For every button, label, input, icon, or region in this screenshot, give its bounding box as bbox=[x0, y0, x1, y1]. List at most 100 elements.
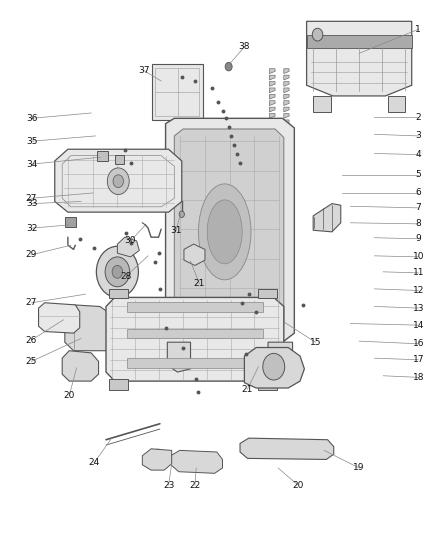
Text: 19: 19 bbox=[353, 464, 365, 472]
Polygon shape bbox=[174, 129, 284, 333]
Text: 24: 24 bbox=[88, 458, 100, 467]
Bar bbox=[127, 329, 263, 338]
Polygon shape bbox=[269, 107, 275, 112]
Circle shape bbox=[263, 353, 285, 380]
Polygon shape bbox=[313, 204, 341, 232]
Bar bbox=[313, 96, 331, 112]
Text: 14: 14 bbox=[413, 321, 424, 329]
Bar bbox=[388, 96, 405, 112]
Text: 33: 33 bbox=[26, 199, 37, 208]
Polygon shape bbox=[269, 120, 275, 125]
Bar bbox=[258, 379, 277, 390]
Circle shape bbox=[179, 211, 184, 217]
Text: 11: 11 bbox=[413, 269, 424, 277]
Text: 34: 34 bbox=[26, 160, 37, 168]
Circle shape bbox=[225, 62, 232, 71]
Bar bbox=[152, 64, 203, 120]
Polygon shape bbox=[106, 297, 284, 381]
Polygon shape bbox=[167, 342, 191, 372]
Bar bbox=[307, 35, 412, 48]
Text: 3: 3 bbox=[415, 132, 421, 140]
Text: 22: 22 bbox=[189, 481, 201, 489]
Text: 1: 1 bbox=[415, 25, 421, 34]
Polygon shape bbox=[269, 69, 275, 74]
Text: 2: 2 bbox=[416, 113, 421, 122]
Polygon shape bbox=[171, 450, 223, 473]
Text: 26: 26 bbox=[26, 336, 37, 344]
Text: 27: 27 bbox=[26, 194, 37, 203]
Text: 7: 7 bbox=[415, 204, 421, 212]
Text: 23: 23 bbox=[163, 481, 174, 489]
Polygon shape bbox=[284, 94, 289, 99]
Text: 9: 9 bbox=[415, 235, 421, 243]
Text: 13: 13 bbox=[413, 304, 424, 312]
Polygon shape bbox=[184, 244, 205, 265]
Polygon shape bbox=[284, 139, 289, 144]
Text: 21: 21 bbox=[242, 385, 253, 393]
Polygon shape bbox=[244, 348, 304, 388]
Text: 15: 15 bbox=[310, 338, 321, 346]
Text: 32: 32 bbox=[26, 224, 37, 232]
Text: 12: 12 bbox=[413, 286, 424, 295]
Text: 20: 20 bbox=[292, 481, 304, 489]
Polygon shape bbox=[284, 88, 289, 93]
Polygon shape bbox=[65, 305, 117, 351]
Text: 6: 6 bbox=[415, 189, 421, 197]
Bar bbox=[258, 289, 277, 298]
Text: 30: 30 bbox=[125, 237, 136, 245]
Polygon shape bbox=[62, 351, 99, 381]
Text: 27: 27 bbox=[26, 298, 37, 307]
Text: 17: 17 bbox=[413, 356, 424, 364]
Circle shape bbox=[105, 257, 130, 287]
Text: 5: 5 bbox=[415, 171, 421, 179]
Text: 20: 20 bbox=[64, 391, 75, 400]
Bar bbox=[127, 302, 263, 312]
Polygon shape bbox=[269, 133, 275, 138]
Polygon shape bbox=[269, 94, 275, 99]
Bar bbox=[109, 379, 128, 390]
Polygon shape bbox=[284, 107, 289, 112]
Text: 4: 4 bbox=[416, 150, 421, 159]
Text: 37: 37 bbox=[138, 66, 149, 75]
Polygon shape bbox=[39, 303, 80, 333]
Text: 25: 25 bbox=[26, 357, 37, 366]
Polygon shape bbox=[117, 237, 139, 257]
Circle shape bbox=[113, 175, 124, 188]
Circle shape bbox=[312, 28, 323, 41]
Bar bbox=[65, 217, 76, 227]
Ellipse shape bbox=[207, 200, 242, 264]
Text: 29: 29 bbox=[26, 251, 37, 259]
Polygon shape bbox=[269, 75, 275, 80]
Text: 31: 31 bbox=[170, 226, 182, 235]
Polygon shape bbox=[284, 126, 289, 131]
Polygon shape bbox=[284, 114, 289, 118]
Bar bbox=[109, 289, 128, 298]
Polygon shape bbox=[284, 75, 289, 80]
Polygon shape bbox=[307, 21, 412, 96]
Polygon shape bbox=[142, 449, 172, 470]
Ellipse shape bbox=[198, 184, 251, 280]
Circle shape bbox=[112, 265, 123, 278]
Text: 38: 38 bbox=[239, 43, 250, 51]
Text: 8: 8 bbox=[415, 220, 421, 228]
Polygon shape bbox=[284, 133, 289, 138]
Polygon shape bbox=[240, 438, 334, 459]
Text: 21: 21 bbox=[194, 279, 205, 288]
Text: 16: 16 bbox=[413, 340, 424, 348]
Circle shape bbox=[96, 246, 138, 297]
Polygon shape bbox=[284, 82, 289, 86]
Bar bbox=[97, 151, 108, 161]
Polygon shape bbox=[284, 69, 289, 74]
Bar bbox=[127, 358, 263, 368]
Text: 36: 36 bbox=[26, 114, 37, 123]
Polygon shape bbox=[55, 149, 182, 212]
Text: 18: 18 bbox=[413, 373, 424, 382]
Polygon shape bbox=[269, 88, 275, 93]
Polygon shape bbox=[269, 82, 275, 86]
Polygon shape bbox=[284, 120, 289, 125]
Polygon shape bbox=[269, 114, 275, 118]
Polygon shape bbox=[268, 342, 293, 372]
Text: 28: 28 bbox=[120, 272, 132, 280]
Text: 35: 35 bbox=[26, 137, 37, 146]
Text: 10: 10 bbox=[413, 253, 424, 261]
